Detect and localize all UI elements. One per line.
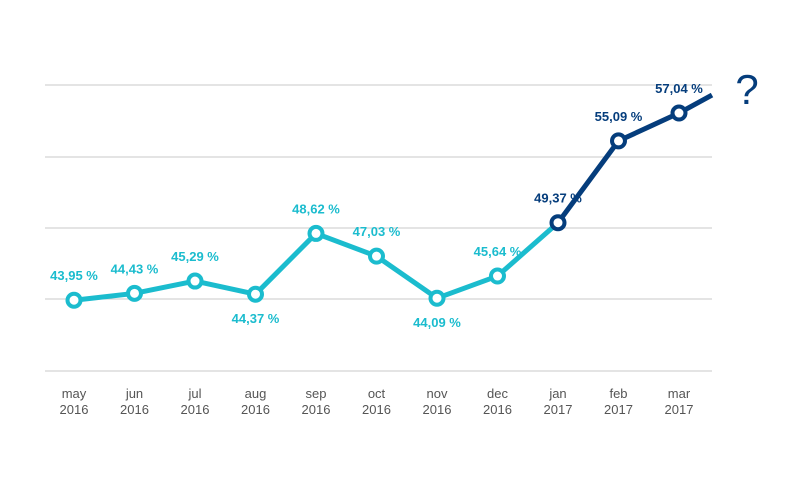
x-tick-label-7: dec 2016: [483, 386, 512, 417]
x-tick-label-1: jun 2016: [120, 386, 149, 417]
data-point-7: [489, 267, 506, 285]
data-point-9: [610, 132, 627, 150]
data-point-8: [549, 214, 567, 232]
data-point-10: [670, 104, 688, 122]
data-label-3: 44,37 %: [232, 311, 280, 326]
x-tick-label-9: feb 2017: [604, 386, 633, 417]
data-label-9: 55,09 %: [595, 109, 643, 124]
data-point-6: [428, 289, 446, 307]
data-label-10: 57,04 %: [655, 81, 703, 96]
data-label-7: 45,64 %: [474, 244, 522, 259]
data-point-1: [126, 284, 143, 302]
x-tick-label-6: nov 2016: [423, 386, 452, 417]
data-label-6: 44,09 %: [413, 315, 461, 330]
data-point-4: [307, 224, 325, 242]
series-line-recent: [555, 92, 714, 225]
data-point-3: [247, 285, 264, 303]
x-tick-label-3: aug 2016: [241, 386, 270, 417]
data-point-0: [65, 291, 83, 309]
data-point-5: [368, 247, 385, 265]
x-tick-label-2: jul 2016: [181, 386, 210, 417]
data-label-2: 45,29 %: [171, 249, 219, 264]
x-tick-label-0: may 2016: [60, 386, 89, 417]
data-label-8: 49,37 %: [534, 191, 582, 206]
x-tick-label-8: jan 2017: [544, 386, 573, 417]
data-label-5: 47,03 %: [353, 224, 401, 239]
question-mark: ?: [735, 66, 758, 113]
x-tick-label-4: sep 2016: [302, 386, 331, 417]
data-point-2: [186, 272, 204, 290]
data-label-0: 43,95 %: [50, 268, 98, 283]
x-tick-label-10: mar 2017: [665, 386, 694, 417]
x-tick-label-5: oct 2016: [362, 386, 391, 417]
data-label-1: 44,43 %: [111, 261, 159, 276]
data-label-4: 48,62 %: [292, 201, 340, 216]
